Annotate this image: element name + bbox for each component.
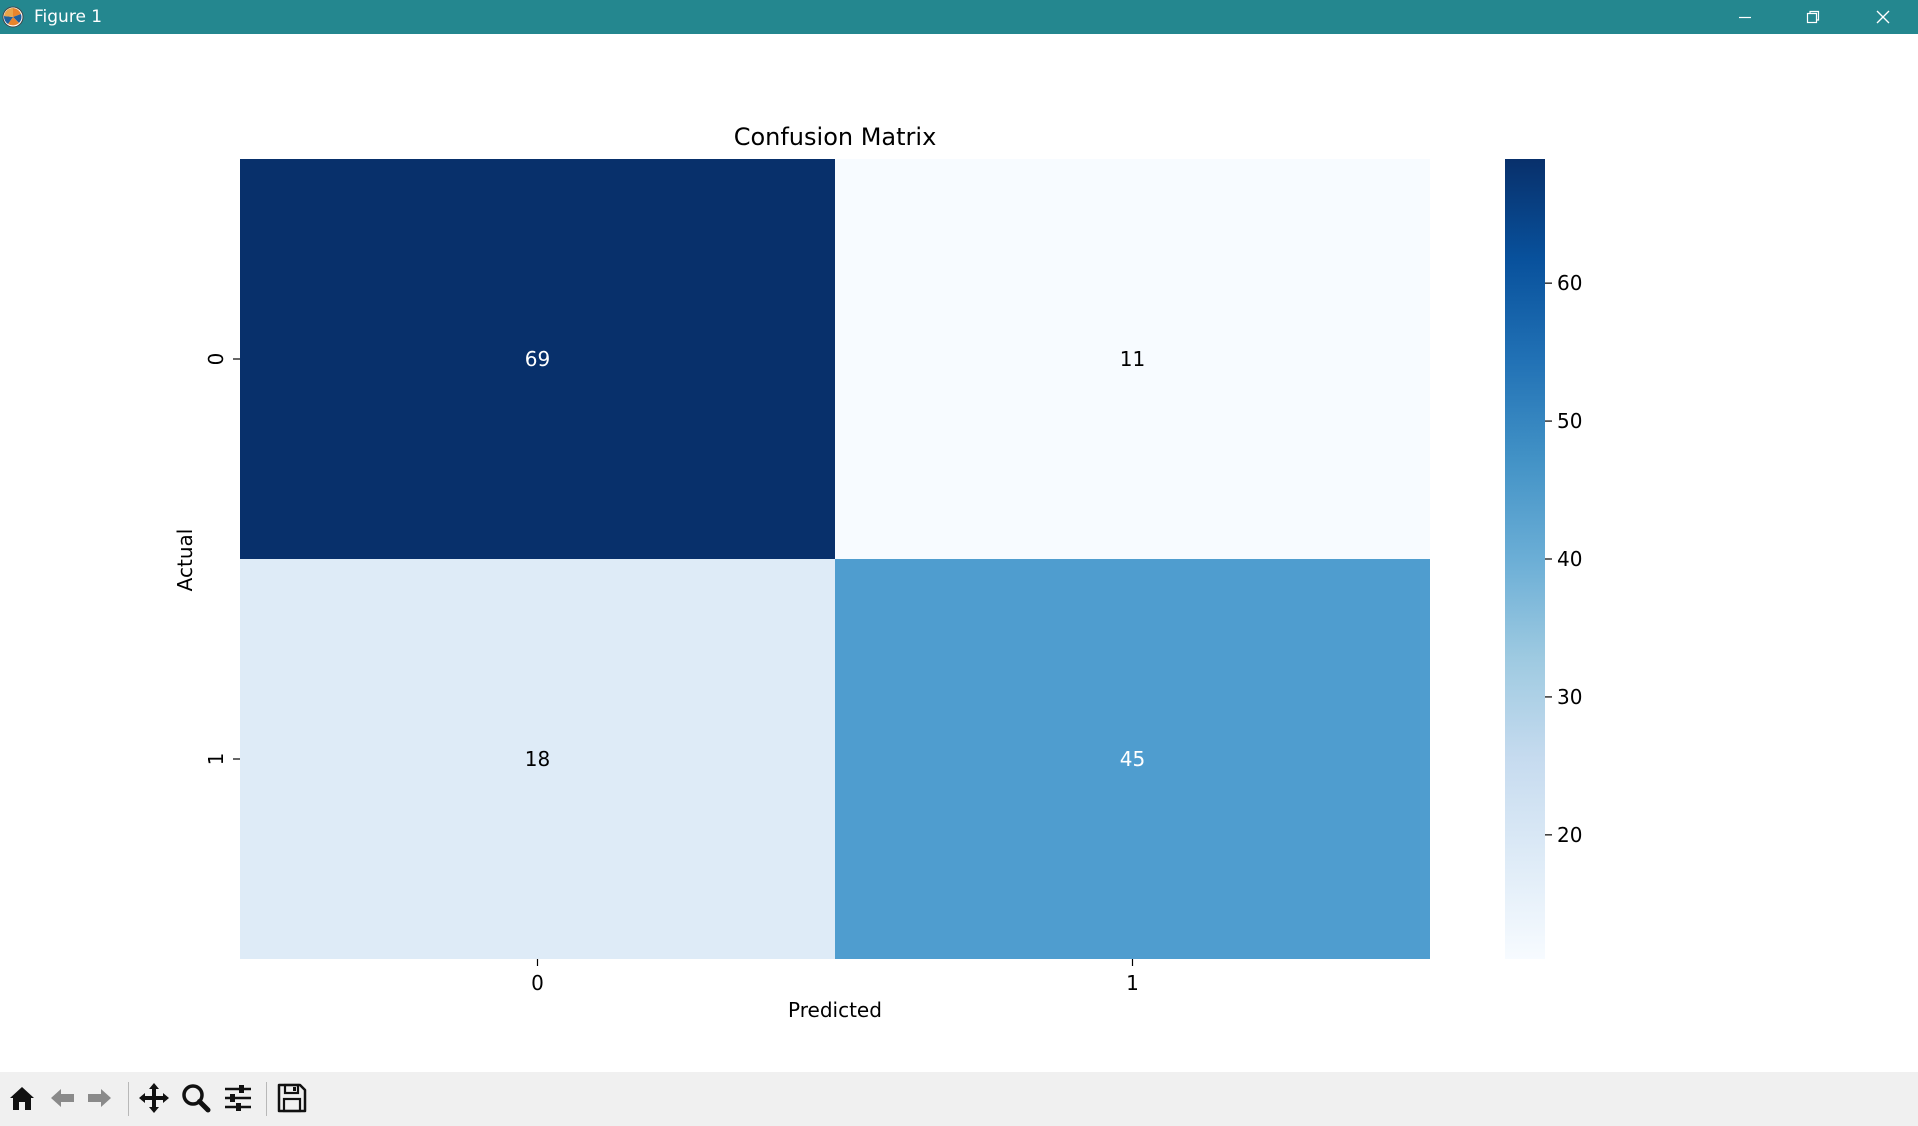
home-icon — [7, 1083, 37, 1117]
cell-annotation: 69 — [525, 347, 550, 371]
navigation-toolbar — [0, 1072, 1918, 1126]
x-tick-label: 0 — [531, 971, 544, 995]
toolbar-separator — [128, 1082, 129, 1116]
configure-subplots-button[interactable] — [220, 1082, 256, 1118]
restore-button[interactable] — [1780, 0, 1846, 34]
colorbar-tick-label: 50 — [1557, 409, 1582, 433]
heatmap-annotations: 69 11 18 45 — [525, 347, 1145, 771]
back-arrow-icon — [47, 1083, 77, 1117]
cell-annotation: 18 — [525, 747, 550, 771]
y-tick-label: 1 — [204, 753, 228, 766]
heatmap-cells — [240, 159, 1430, 959]
zoom-button[interactable] — [178, 1082, 214, 1118]
restore-icon — [1805, 9, 1821, 25]
colorbar-tick-label: 40 — [1557, 547, 1582, 571]
x-axis-label: Predicted — [788, 998, 882, 1022]
minimize-icon — [1737, 9, 1753, 25]
toolbar-separator — [266, 1082, 267, 1116]
colorbar-tick-label: 30 — [1557, 685, 1582, 709]
colorbar-ticks: 20 30 40 50 60 — [1545, 271, 1582, 847]
chart-title: Confusion Matrix — [734, 123, 937, 151]
forward-arrow-icon — [85, 1083, 115, 1117]
y-axis-label: Actual — [173, 529, 197, 592]
minimize-button[interactable] — [1712, 0, 1778, 34]
cell-annotation: 11 — [1120, 347, 1145, 371]
y-tick-label: 0 — [204, 353, 228, 366]
x-tick-label: 1 — [1126, 971, 1139, 995]
window-title: Figure 1 — [34, 7, 103, 27]
colorbar-tick-label: 60 — [1557, 271, 1582, 295]
heatmap-cell — [835, 159, 1430, 559]
close-icon — [1875, 9, 1891, 25]
back-button[interactable] — [44, 1082, 80, 1118]
colorbar — [1505, 159, 1545, 959]
pan-button[interactable] — [136, 1082, 172, 1118]
heatmap-cell — [240, 559, 835, 959]
close-button[interactable] — [1850, 0, 1916, 34]
heatmap-cell — [240, 159, 835, 559]
colorbar-tick-label: 20 — [1557, 823, 1582, 847]
heatmap-cell — [835, 559, 1430, 959]
configure-subplots-icon — [222, 1082, 254, 1118]
window-titlebar[interactable]: Figure 1 — [0, 0, 1918, 34]
save-button[interactable] — [274, 1082, 310, 1118]
matplotlib-logo-icon — [2, 6, 24, 28]
pan-icon — [138, 1082, 170, 1118]
save-icon — [276, 1082, 308, 1118]
y-axis-ticks: 01 — [204, 353, 240, 766]
zoom-icon — [180, 1082, 212, 1118]
home-button[interactable] — [4, 1082, 40, 1118]
cell-annotation: 45 — [1120, 747, 1145, 771]
forward-button[interactable] — [82, 1082, 118, 1118]
